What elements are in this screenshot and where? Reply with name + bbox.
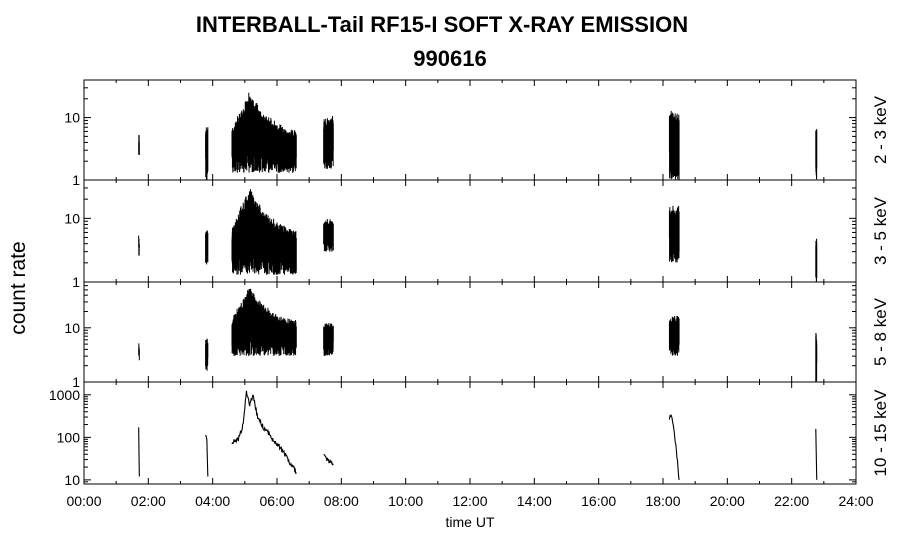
data-series-trace: [668, 413, 680, 480]
data-burst: [138, 134, 140, 156]
y-tick-label: 10: [64, 320, 80, 336]
x-tick-label: 08:00: [324, 493, 359, 509]
x-tick-label: 22:00: [774, 493, 809, 509]
x-tick-label: 16:00: [581, 493, 616, 509]
x-axis-label: time UT: [446, 514, 495, 530]
x-tick-label: 02:00: [131, 493, 166, 509]
y-tick-label: 1: [72, 172, 80, 188]
energy-band-label: 2 - 3 keV: [871, 95, 890, 164]
x-tick-label: 12:00: [452, 493, 487, 509]
y-tick-label: 10: [64, 110, 80, 126]
data-burst: [231, 189, 297, 275]
energy-band-label: 10 - 15 keV: [871, 389, 890, 477]
data-burst: [668, 110, 680, 180]
data-burst: [815, 129, 818, 180]
chart-subtitle-date: 990616: [413, 46, 487, 71]
x-tick-label: 20:00: [710, 493, 745, 509]
data-series-trace: [323, 453, 334, 466]
data-burst: [668, 315, 680, 356]
data-burst: [323, 218, 334, 252]
y-tick-label: 1000: [49, 387, 80, 403]
x-tick-label: 04:00: [195, 493, 230, 509]
data-burst: [138, 235, 140, 256]
data-burst: [815, 332, 818, 382]
panel-frame: [83, 381, 857, 485]
data-burst: [231, 92, 297, 173]
x-tick-label: 14:00: [517, 493, 552, 509]
panel-frame: [83, 281, 857, 383]
y-tick-label: 10: [64, 472, 80, 488]
data-burst: [138, 343, 140, 361]
data-series-trace: [815, 428, 818, 480]
panel-frame: [83, 79, 857, 181]
data-burst: [231, 288, 297, 357]
data-burst: [668, 205, 680, 263]
x-tick-label: 24:00: [838, 493, 873, 509]
chart-title: INTERBALL-Tail RF15-I SOFT X-RAY EMISSIO…: [195, 12, 689, 37]
data-series-trace: [231, 390, 297, 474]
data-burst: [205, 338, 209, 371]
y-tick-label: 1: [72, 274, 80, 290]
energy-band-label: 5 - 8 keV: [871, 297, 890, 366]
x-tick-label: 06:00: [259, 493, 294, 509]
panel-4: 10 100 1000 10 - 15 keV: [49, 381, 890, 488]
y-tick-label: 1: [72, 374, 80, 390]
panel-2: 1 10 3 - 5 keV: [64, 179, 890, 290]
data-series-trace: [205, 434, 209, 477]
panel-3: 1 10 5 - 8 keV: [64, 281, 890, 390]
data-series-trace: [138, 427, 140, 477]
x-tick-label: 18:00: [645, 493, 680, 509]
x-tick-label: 10:00: [388, 493, 423, 509]
x-tick-label: 00:00: [66, 493, 101, 509]
panel-frame: [83, 179, 857, 283]
data-burst: [205, 230, 209, 265]
data-burst: [815, 238, 818, 282]
data-burst: [323, 322, 334, 357]
y-tick-label: 10: [64, 210, 80, 226]
panel-1: 1 10 2 - 3 keV: [64, 79, 890, 188]
data-burst: [323, 115, 334, 170]
y-tick-label: 100: [57, 429, 81, 445]
data-burst: [205, 127, 209, 180]
energy-band-label: 3 - 5 keV: [871, 196, 890, 265]
